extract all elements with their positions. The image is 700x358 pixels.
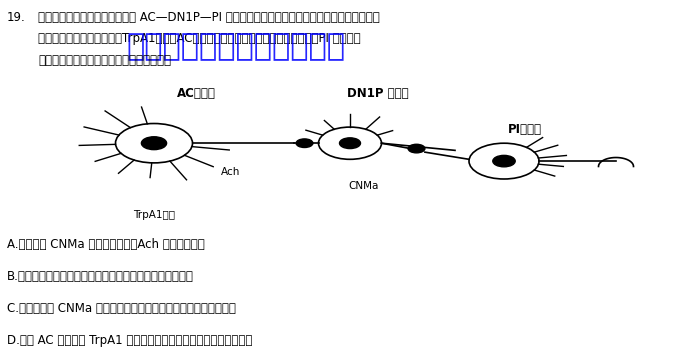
Text: 19.: 19. <box>7 11 26 24</box>
Text: AC神经元: AC神经元 <box>176 87 216 100</box>
Circle shape <box>493 155 515 167</box>
Text: C.用药物抑制 CNMa 的合成和释放，可降低高温环境中的睡眠质量: C.用药物抑制 CNMa 的合成和释放，可降低高温环境中的睡眠质量 <box>7 302 236 315</box>
Circle shape <box>296 139 313 147</box>
Circle shape <box>318 127 382 159</box>
Text: 微信公众号关注：趣找答案: 微信公众号关注：趣找答案 <box>126 32 345 61</box>
Text: TrpA1通道: TrpA1通道 <box>133 210 175 220</box>
Text: 奋，从而促进夜间觉醒，下列分析错误的是: 奋，从而促进夜间觉醒，下列分析错误的是 <box>38 54 172 67</box>
Text: PI神经元: PI神经元 <box>508 123 542 136</box>
Text: DN1P 神经元: DN1P 神经元 <box>347 87 409 100</box>
Circle shape <box>469 143 539 179</box>
Circle shape <box>340 138 360 149</box>
Text: A.神经递质 CNMa 为抑制性递质，Ach 为兴奋性递质: A.神经递质 CNMa 为抑制性递质，Ach 为兴奋性递质 <box>7 238 204 251</box>
Text: Ach: Ach <box>221 167 241 177</box>
Text: 示。高温激活离子通道蛋白TrpA1，激活AC神经元，产生兴奋，兴奋经传导最终抑制PI 神经元兴: 示。高温激活离子通道蛋白TrpA1，激活AC神经元，产生兴奋，兴奋经传导最终抑制… <box>38 32 361 45</box>
Circle shape <box>408 144 425 153</box>
Text: B.高温引起夜间觉醒的过程中，兴奋在神经纤维上单向传导: B.高温引起夜间觉醒的过程中，兴奋在神经纤维上单向传导 <box>7 270 194 283</box>
Text: D.干扰 AC 神经元中 TrpA1 的合成会使高温促进夜晚觉醒的作用减弱: D.干扰 AC 神经元中 TrpA1 的合成会使高温促进夜晚觉醒的作用减弱 <box>7 334 253 347</box>
Text: 科学家以果蝇为实验材料揭示了 AC—DN1P—PI 神经介导的高温促进夜间觉醒的调控过程，如图所: 科学家以果蝇为实验材料揭示了 AC—DN1P—PI 神经介导的高温促进夜间觉醒的… <box>38 11 380 24</box>
Circle shape <box>116 124 192 163</box>
Text: CNMa: CNMa <box>349 181 379 191</box>
Circle shape <box>141 137 167 150</box>
